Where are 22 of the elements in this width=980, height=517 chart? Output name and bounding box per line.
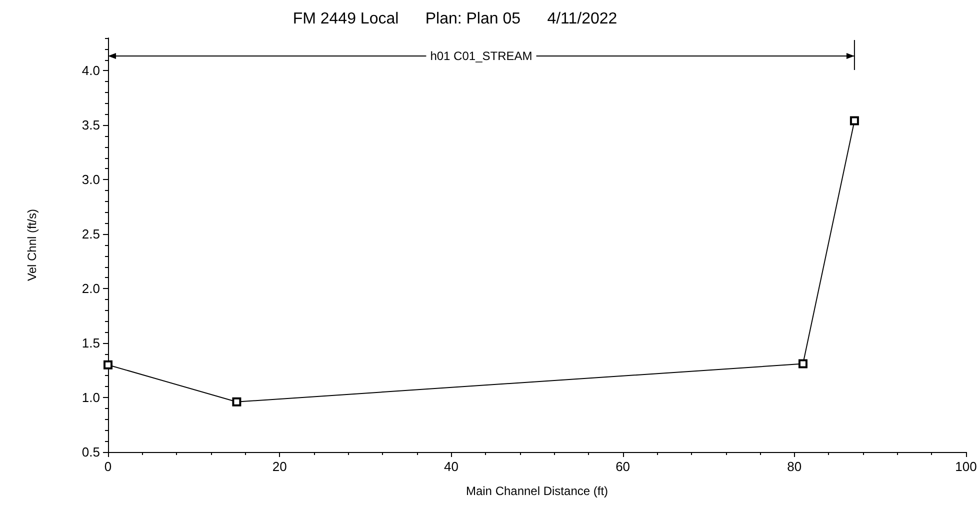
y-tick-label: 1.5: [82, 336, 100, 351]
x-axis-title: Main Channel Distance (ft): [466, 484, 608, 498]
y-tick-label: 0.5: [82, 444, 100, 460]
y-tick-label: 3.5: [82, 118, 100, 133]
x-tick-label: 0: [104, 459, 112, 474]
annotation: h01 C01_STREAM: [430, 49, 532, 63]
point: [798, 359, 808, 368]
x-tick-label: 20: [272, 459, 287, 474]
y-tick-label: 3.0: [82, 172, 100, 188]
y-tick-label: 2.5: [82, 226, 100, 242]
point: [850, 116, 859, 126]
y-axis-title: Vel Chnl (ft/s): [25, 208, 39, 282]
point: [232, 397, 242, 406]
x-tick-label: 80: [787, 459, 802, 474]
y-tick-label: 2.0: [82, 281, 100, 296]
point: [104, 360, 112, 370]
y-tick-label: 1.0: [82, 390, 100, 406]
x-tick-label: 60: [616, 459, 630, 474]
x-tick-label: 100: [955, 459, 977, 474]
y-tick-label: 4.0: [82, 63, 100, 78]
x-tick-label: 40: [444, 459, 458, 474]
chart-title: FM 2449 Local Plan: Plan 05 4/11/2022: [292, 10, 618, 28]
